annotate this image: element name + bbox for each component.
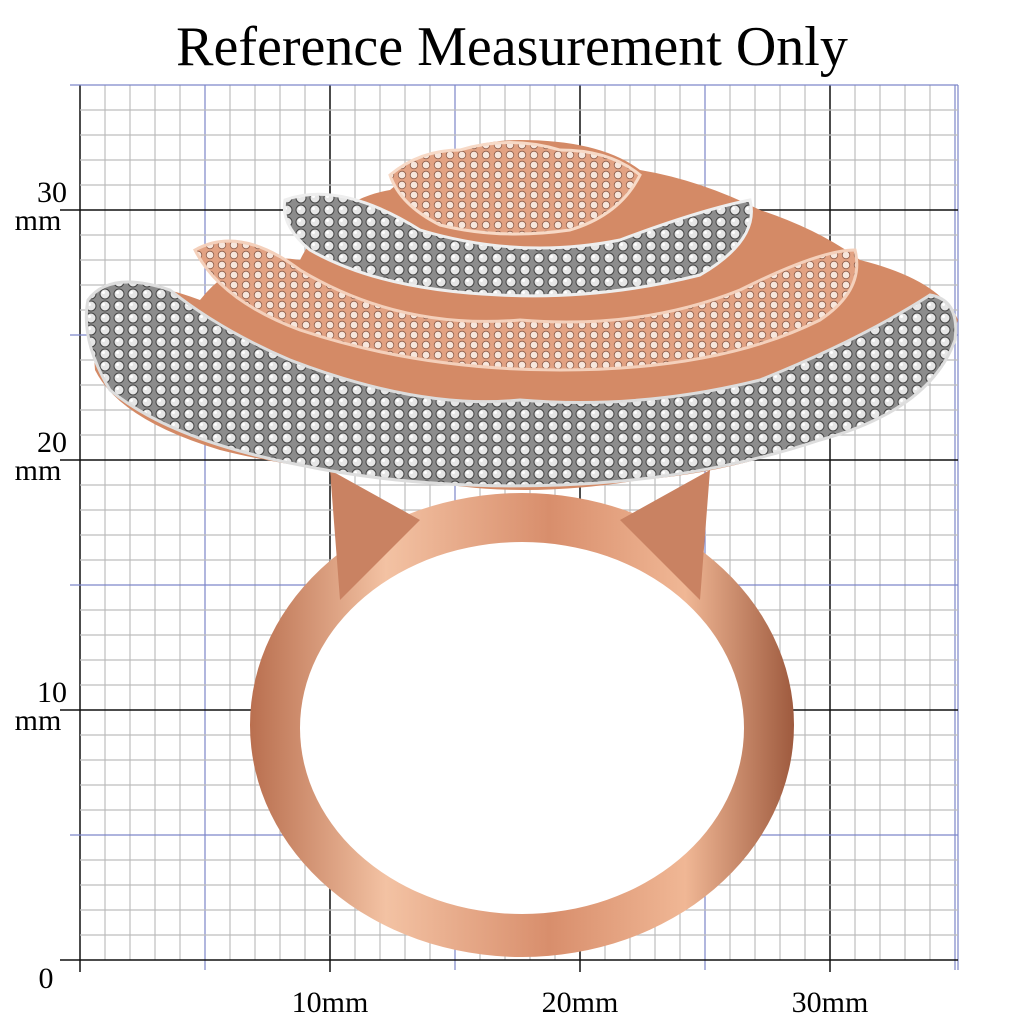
flower-center — [388, 141, 642, 236]
title: Reference Measurement Only — [176, 16, 848, 78]
y-label-number: 30 — [37, 176, 67, 209]
y-label-unit: mm — [15, 454, 62, 487]
y-label-number: 20 — [37, 426, 67, 459]
y-label-unit: mm — [15, 204, 62, 237]
y-label-unit: mm — [15, 704, 62, 737]
y-label-number: 10 — [37, 676, 67, 709]
origin-label: 0 — [39, 962, 54, 995]
outer-petal — [84, 280, 958, 488]
x-label: 10mm — [292, 986, 369, 1019]
inner-petal — [282, 192, 753, 298]
ring-hole — [300, 542, 744, 914]
middle-petal — [193, 239, 859, 372]
x-label: 30mm — [792, 986, 869, 1019]
ring — [84, 140, 958, 957]
x-label: 20mm — [542, 986, 619, 1019]
